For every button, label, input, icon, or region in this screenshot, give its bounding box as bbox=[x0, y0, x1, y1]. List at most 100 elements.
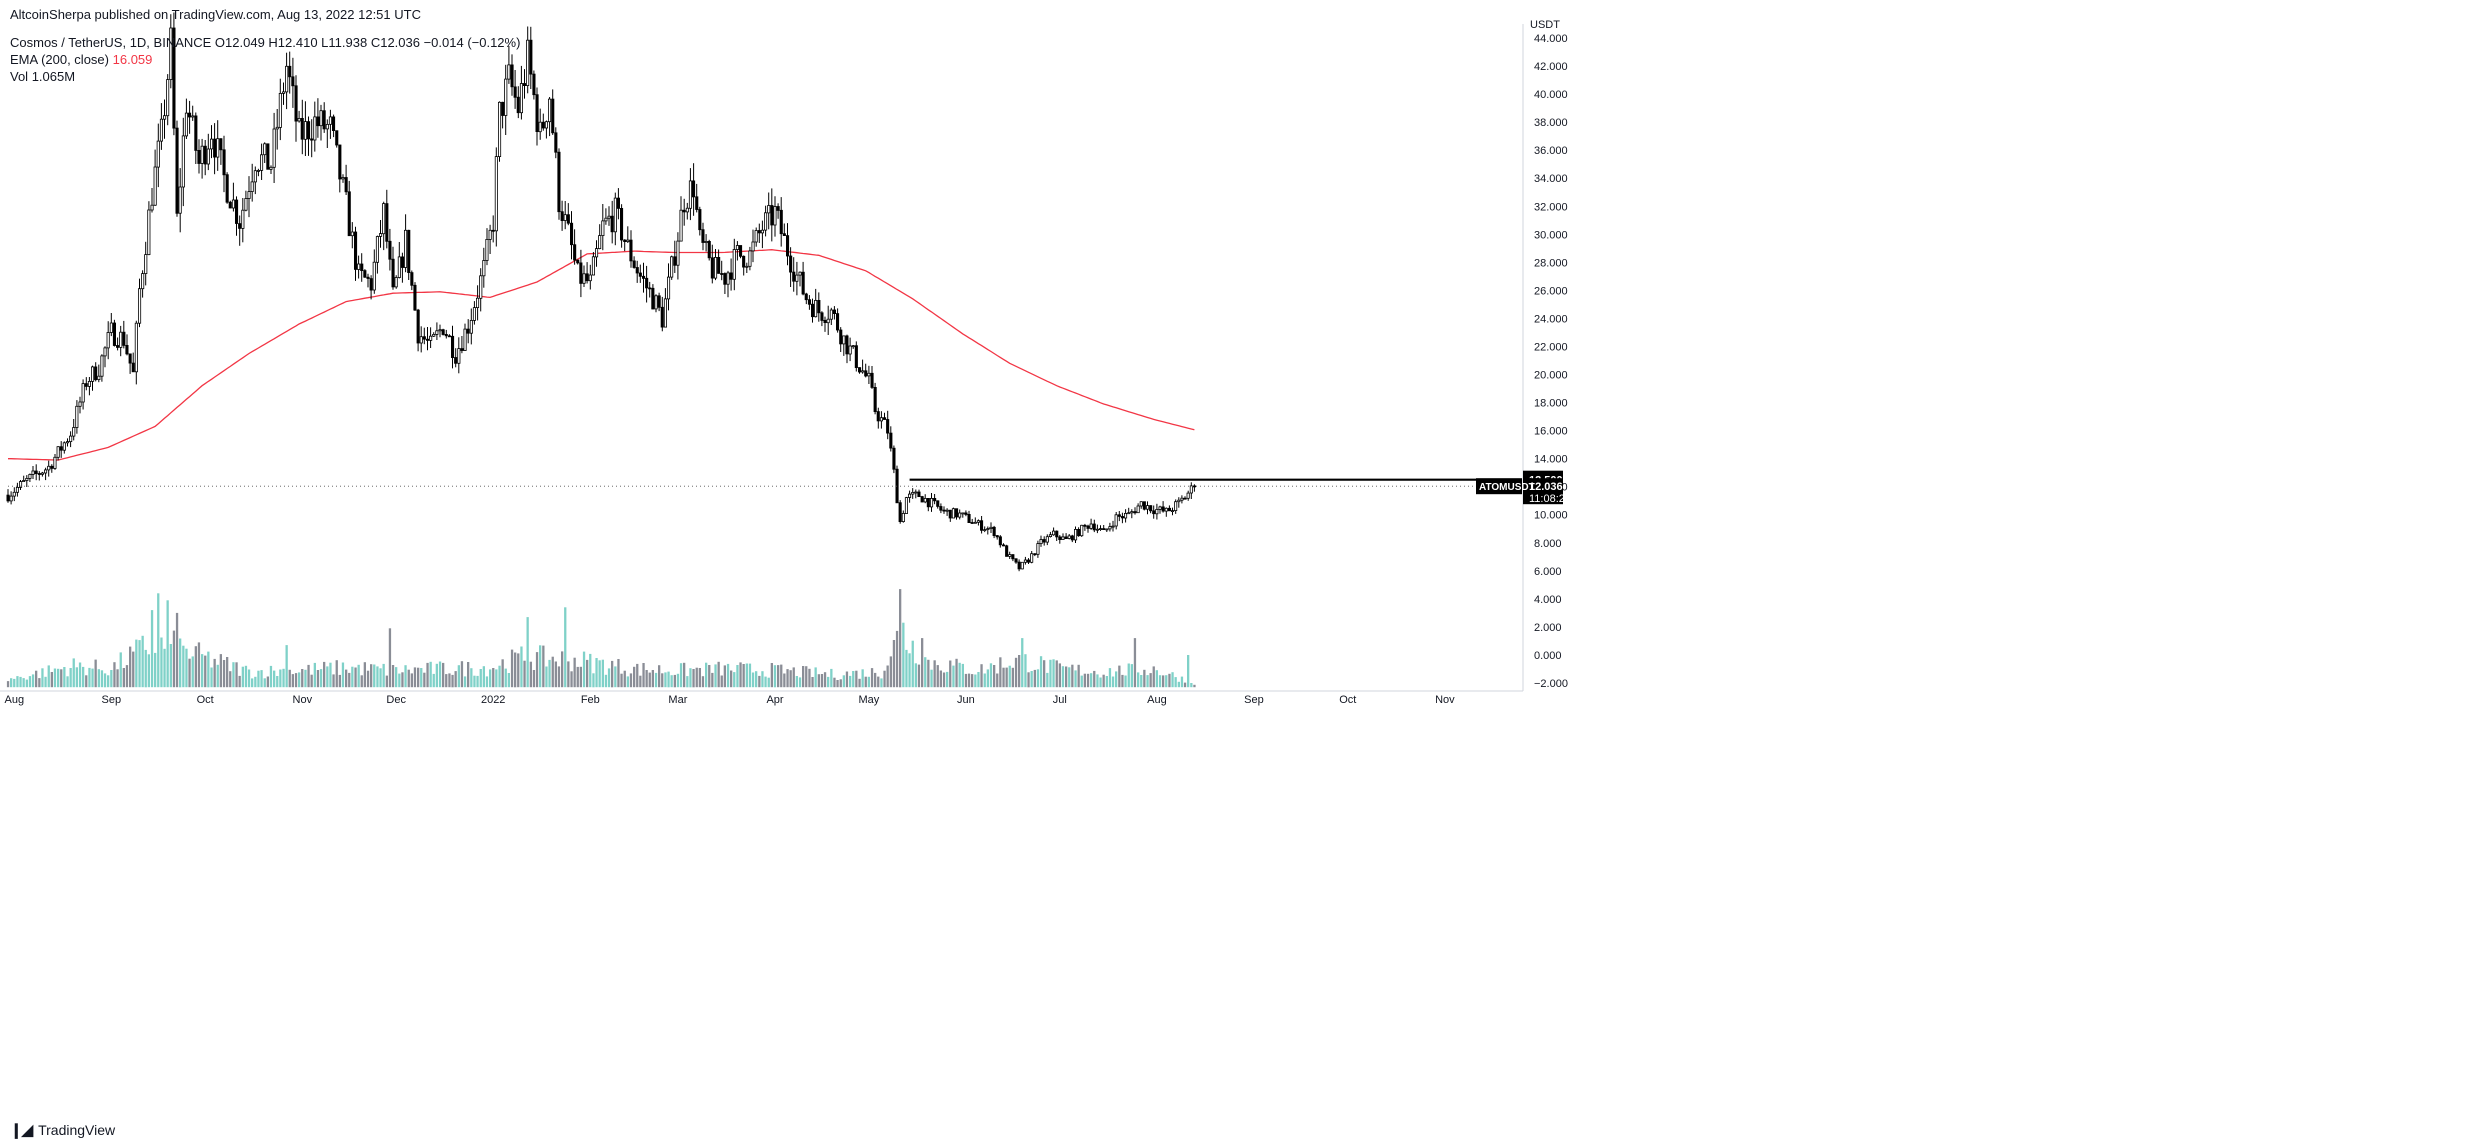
volume-bar bbox=[154, 652, 157, 688]
volume-bar bbox=[31, 674, 35, 688]
volume-bar bbox=[827, 676, 830, 688]
candle-body bbox=[789, 255, 793, 273]
candle-body bbox=[319, 110, 323, 127]
volume-bar bbox=[820, 674, 824, 688]
time-axis[interactable]: Aug Sep Oct Nov Dec 2022 Feb Mar Apr May Jun Jul Aug… bbox=[0, 690, 1523, 706]
candle-body bbox=[347, 191, 351, 237]
level-layer bbox=[8, 478, 1520, 487]
candle-body bbox=[175, 127, 179, 214]
candle-body bbox=[839, 329, 843, 345]
candle-body bbox=[779, 209, 783, 235]
candle-body bbox=[187, 112, 192, 118]
volume-bar bbox=[964, 673, 968, 688]
volume-bar bbox=[911, 640, 914, 688]
candle-body bbox=[360, 263, 364, 271]
candle-body bbox=[435, 330, 439, 335]
volume-bar bbox=[282, 668, 285, 688]
volume-bar bbox=[1033, 669, 1036, 688]
volume-bar bbox=[329, 662, 332, 688]
candle-body bbox=[704, 240, 708, 243]
candle-body bbox=[895, 468, 899, 504]
volume-bar bbox=[276, 676, 279, 688]
candle-body bbox=[1155, 508, 1159, 515]
volume-bar bbox=[967, 673, 971, 688]
volume-bar bbox=[1127, 663, 1130, 688]
candle-body bbox=[400, 256, 404, 268]
volume-bar bbox=[914, 663, 917, 688]
candle-body bbox=[1152, 510, 1156, 515]
candle-body bbox=[494, 156, 498, 232]
volume-bar bbox=[708, 665, 711, 688]
candle-body bbox=[751, 241, 755, 252]
volume-bar bbox=[626, 676, 629, 688]
candle-body bbox=[861, 370, 865, 373]
volume-bar bbox=[244, 665, 248, 688]
candle-body bbox=[604, 217, 608, 222]
candle-body bbox=[867, 372, 871, 377]
volume-bar bbox=[489, 669, 492, 688]
volume-bar bbox=[25, 679, 28, 688]
candle-body bbox=[826, 318, 830, 324]
candle-body bbox=[1120, 516, 1125, 519]
volume-bar bbox=[1096, 674, 1099, 688]
volume-bar bbox=[163, 648, 166, 688]
candle-body bbox=[845, 335, 849, 355]
price-tick-label: 6.000 bbox=[1534, 566, 1562, 578]
candle-body bbox=[998, 536, 1002, 546]
volume-bar bbox=[1090, 673, 1093, 688]
volume-bar bbox=[651, 670, 654, 688]
candle-body bbox=[573, 244, 577, 261]
ema-legend[interactable]: EMA (200, close) 16.059 bbox=[10, 52, 152, 67]
volume-bar bbox=[1027, 672, 1030, 688]
volume-bar bbox=[1043, 660, 1046, 688]
candle-body bbox=[288, 65, 292, 78]
time-tick-label: Sep bbox=[102, 694, 122, 706]
price-axis[interactable]: USDT 44.000 42.000 40.000 38.000 36.000 34.000… bbox=[1476, 19, 1571, 691]
candle-body bbox=[388, 240, 392, 260]
volume-bar bbox=[448, 673, 451, 688]
volume-bar bbox=[498, 665, 501, 688]
candle-body bbox=[764, 212, 768, 231]
candle-body bbox=[742, 255, 746, 268]
volume-bar bbox=[398, 673, 401, 688]
volume-bar bbox=[50, 672, 53, 688]
volume-bar bbox=[238, 675, 241, 688]
volume-bar bbox=[307, 664, 310, 688]
candle-body bbox=[651, 287, 655, 310]
volume-bar bbox=[748, 663, 752, 688]
volume-legend[interactable]: Vol 1.065M bbox=[10, 69, 75, 84]
candle-body bbox=[554, 132, 558, 153]
volume-bar bbox=[695, 667, 698, 688]
volume-bar bbox=[1002, 667, 1005, 688]
candle-body bbox=[335, 130, 339, 146]
price-tick-label: 14.000 bbox=[1534, 454, 1568, 466]
candle-body bbox=[1130, 511, 1134, 514]
volume-bar bbox=[520, 646, 523, 688]
candle-body bbox=[626, 239, 630, 243]
volume-bar bbox=[429, 661, 432, 688]
volume-bar bbox=[363, 662, 366, 688]
volume-bar bbox=[72, 658, 75, 688]
volume-bar bbox=[291, 674, 294, 688]
symbol-legend[interactable]: Cosmos / TetherUS, 1D, BINANCE O12.049 H… bbox=[10, 35, 521, 50]
candle-body bbox=[1039, 539, 1043, 544]
price-tick-label: 26.000 bbox=[1534, 285, 1568, 297]
candle-body bbox=[410, 272, 414, 286]
price-tick-label: −2.000 bbox=[1534, 678, 1568, 690]
tradingview-footer[interactable]: ❙◢ TradingView bbox=[10, 1121, 115, 1139]
volume-bar bbox=[939, 670, 942, 688]
volume-bar bbox=[6, 681, 10, 688]
volume-bar bbox=[310, 674, 313, 688]
volume-bar bbox=[667, 671, 670, 688]
volume-bar bbox=[266, 676, 269, 688]
volume-bar bbox=[157, 593, 160, 688]
candle-body bbox=[12, 491, 16, 497]
candle-body bbox=[760, 229, 764, 234]
candle-body bbox=[973, 521, 977, 524]
volume-bar bbox=[604, 674, 608, 688]
volume-bar bbox=[1177, 681, 1180, 688]
candle-body bbox=[714, 256, 718, 279]
ema-legend-value: 16.059 bbox=[112, 52, 153, 67]
